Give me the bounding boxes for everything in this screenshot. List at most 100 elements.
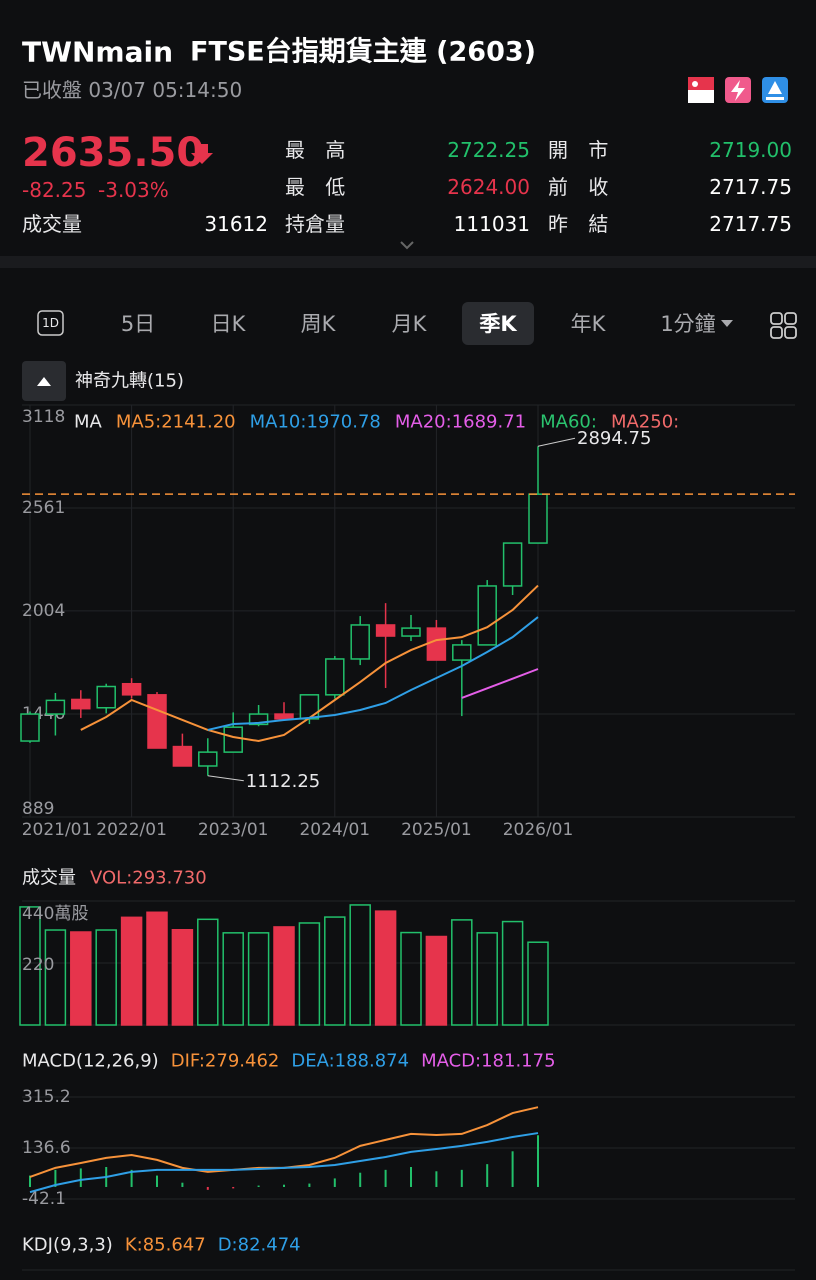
- x-tick-label: 2021/01: [22, 820, 93, 840]
- tab[interactable]: 1分鐘: [660, 312, 715, 336]
- y-tick-label: 3118: [22, 407, 65, 427]
- kdj-legend-entry: D:82.474: [218, 1235, 301, 1256]
- low-leader: [207, 775, 244, 782]
- symbol: TWNmain: [22, 36, 173, 69]
- ma-legend: MA MA5:2141.20 MA10:1970.78 MA20:1689.71 MA6…: [74, 412, 679, 433]
- tab[interactable]: 5日: [121, 312, 155, 336]
- layout-icon[interactable]: [770, 312, 783, 325]
- volume-bar: [273, 926, 295, 1026]
- candle-body: [502, 542, 523, 587]
- volume-bar: [400, 931, 422, 1026]
- volume-bar: [146, 911, 168, 1026]
- stat-value: 2719.00: [709, 138, 792, 162]
- stat-value: 2722.25: [447, 138, 530, 162]
- flag-icon[interactable]: [688, 77, 714, 103]
- stat-value: 2624.00: [447, 175, 530, 199]
- macd-chart: MACD(12,26,9) DIF:279.462 DEA:188.874 MACD:…: [22, 1051, 795, 1209]
- volume-bar: [298, 922, 321, 1026]
- market-status: 已收盤 03/07 05:14:50: [22, 78, 242, 102]
- candle-body: [426, 627, 447, 661]
- volume-bar: [171, 928, 194, 1026]
- tab[interactable]: 月K: [392, 312, 428, 336]
- macd-legend-entry: DIF:279.462: [171, 1051, 280, 1072]
- layout-icon[interactable]: [784, 326, 797, 339]
- candle-body: [452, 644, 472, 661]
- volume-bar: [374, 910, 397, 1026]
- lightning-icon[interactable]: [725, 77, 751, 103]
- volume-bar: [451, 919, 473, 1026]
- kdj-legend-entry: K:85.647: [125, 1235, 206, 1256]
- candle-body: [477, 585, 497, 646]
- candle-body: [45, 699, 66, 715]
- volume-bar: [527, 941, 549, 1026]
- y-tick-label: -42.1: [22, 1189, 66, 1209]
- y-tick-label: 315.2: [22, 1087, 71, 1107]
- y-tick-label: 440萬股: [22, 904, 88, 924]
- stat-label: 最 高: [285, 138, 345, 162]
- kdj-title: KDJ(9,3,3): [22, 1235, 113, 1256]
- stat-value: 111031: [454, 212, 530, 236]
- candle-body: [147, 694, 167, 749]
- volume-bar: [197, 918, 219, 1026]
- stat-label: 持倉量: [285, 212, 345, 236]
- kdj-header: KDJ(9,3,3) K:85.647 D:82.474: [22, 1235, 795, 1271]
- macd-title: MACD(12,26,9): [22, 1051, 159, 1072]
- period-tabs: 1D 5日 日K 周K 月K 季K 年K 1分鐘: [37, 302, 797, 345]
- dea-line: [29, 1132, 539, 1194]
- candle-body: [375, 624, 396, 637]
- ma-legend-entry: MA10:1970.78: [250, 412, 381, 433]
- ma-legend-label: MA: [74, 412, 103, 433]
- volume-bar: [324, 916, 346, 1026]
- volume-legend: VOL:293.730: [90, 868, 207, 889]
- tab[interactable]: 周K: [301, 312, 337, 336]
- price-change: -82.25: [22, 178, 86, 202]
- candle-body: [198, 751, 218, 767]
- separator: [0, 256, 816, 268]
- volume-bar: [476, 932, 498, 1026]
- y-tick-label: 2004: [22, 601, 65, 621]
- stat-value: 2717.75: [709, 175, 792, 199]
- stat-label: 開 市: [548, 138, 608, 162]
- candle-body: [274, 713, 294, 720]
- high-leader: [537, 437, 576, 447]
- y-tick-label: 889: [22, 799, 54, 819]
- x-tick-label: 2026/01: [503, 820, 574, 840]
- candle-body: [325, 658, 345, 696]
- y-tick-label: 2561: [22, 498, 65, 518]
- x-tick-label: 2024/01: [299, 820, 370, 840]
- stat-value: 2717.75: [709, 212, 792, 236]
- stat-label: 成交量: [22, 212, 82, 236]
- volume-bar: [19, 906, 41, 1026]
- stats: 最 高 2722.25 開 市 2719.00 最 低 2624.00 前 收 2717.75…: [22, 138, 792, 236]
- layout-icon[interactable]: [770, 326, 783, 339]
- candle-body: [528, 493, 548, 544]
- volume-bar: [349, 904, 371, 1026]
- active-tab-bg[interactable]: [462, 302, 534, 345]
- expand-chevron[interactable]: [400, 241, 414, 250]
- x-tick-label: 2022/01: [96, 820, 167, 840]
- tab[interactable]: 季K: [479, 312, 517, 336]
- price-change-pct: -3.03%: [98, 178, 169, 202]
- volume-bar: [247, 932, 270, 1026]
- layout-icon[interactable]: [784, 312, 797, 325]
- candle-body: [350, 624, 370, 660]
- volume-bar: [120, 916, 143, 1026]
- volume-title: 成交量: [22, 868, 76, 889]
- collapse-arrow: [37, 377, 51, 386]
- volume-bar: [501, 920, 524, 1026]
- indicator-name: 神奇九轉(15): [75, 371, 184, 392]
- candle-body: [71, 698, 91, 710]
- low-label: 1112.25: [246, 771, 320, 792]
- tab-icon-box[interactable]: [37, 310, 64, 336]
- last-price: 2635.50: [22, 130, 204, 176]
- down-arrow: [191, 144, 213, 164]
- candle-body: [299, 694, 320, 720]
- tab[interactable]: 年K: [571, 312, 607, 336]
- stack-icon[interactable]: [762, 77, 788, 103]
- candle-body: [172, 745, 193, 767]
- volume-bar: [222, 932, 244, 1026]
- tab[interactable]: 日K: [211, 312, 247, 336]
